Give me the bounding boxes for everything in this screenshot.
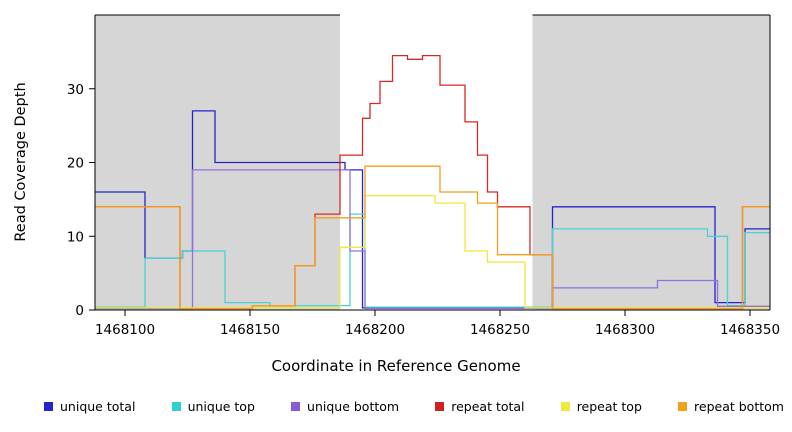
legend-item-repeat-top: repeat top — [560, 399, 642, 414]
svg-text:10: 10 — [67, 229, 84, 245]
x-axis-label: Coordinate in Reference Genome — [271, 357, 521, 375]
svg-text:1468200: 1468200 — [345, 322, 405, 338]
legend-swatch-unique-bottom — [291, 402, 301, 411]
legend-item-unique-top: unique top — [171, 399, 255, 414]
svg-text:30: 30 — [67, 82, 84, 98]
legend-label: unique total — [60, 399, 136, 414]
svg-text:1468150: 1468150 — [220, 322, 280, 338]
legend-label: unique bottom — [307, 399, 400, 414]
legend-label: repeat bottom — [694, 399, 784, 414]
legend: unique total unique top unique bottom re… — [44, 399, 784, 414]
svg-text:0: 0 — [75, 303, 84, 319]
legend-swatch-unique-top — [171, 402, 181, 411]
svg-text:1468300: 1468300 — [595, 322, 655, 338]
svg-text:20: 20 — [67, 156, 84, 172]
legend-label: unique top — [187, 399, 255, 414]
legend-item-repeat-bottom: repeat bottom — [678, 399, 784, 414]
legend-label: repeat total — [451, 399, 525, 414]
legend-swatch-repeat-top — [560, 402, 570, 411]
legend-item-unique-bottom: unique bottom — [291, 399, 399, 414]
legend-swatch-repeat-bottom — [678, 402, 688, 411]
legend-swatch-unique-total — [44, 402, 53, 411]
legend-item-repeat-total: repeat total — [435, 399, 525, 414]
legend-item-unique-total: unique total — [44, 399, 135, 414]
plot-area: 1468100 1468150 1468200 1468250 1468300 14683… — [66, 14, 781, 338]
svg-text:1468100: 1468100 — [95, 322, 155, 338]
legend-label: repeat top — [576, 399, 642, 414]
svg-text:1468350: 1468350 — [720, 322, 780, 338]
svg-text:1468250: 1468250 — [470, 322, 530, 338]
legend-swatch-repeat-total — [435, 402, 445, 411]
